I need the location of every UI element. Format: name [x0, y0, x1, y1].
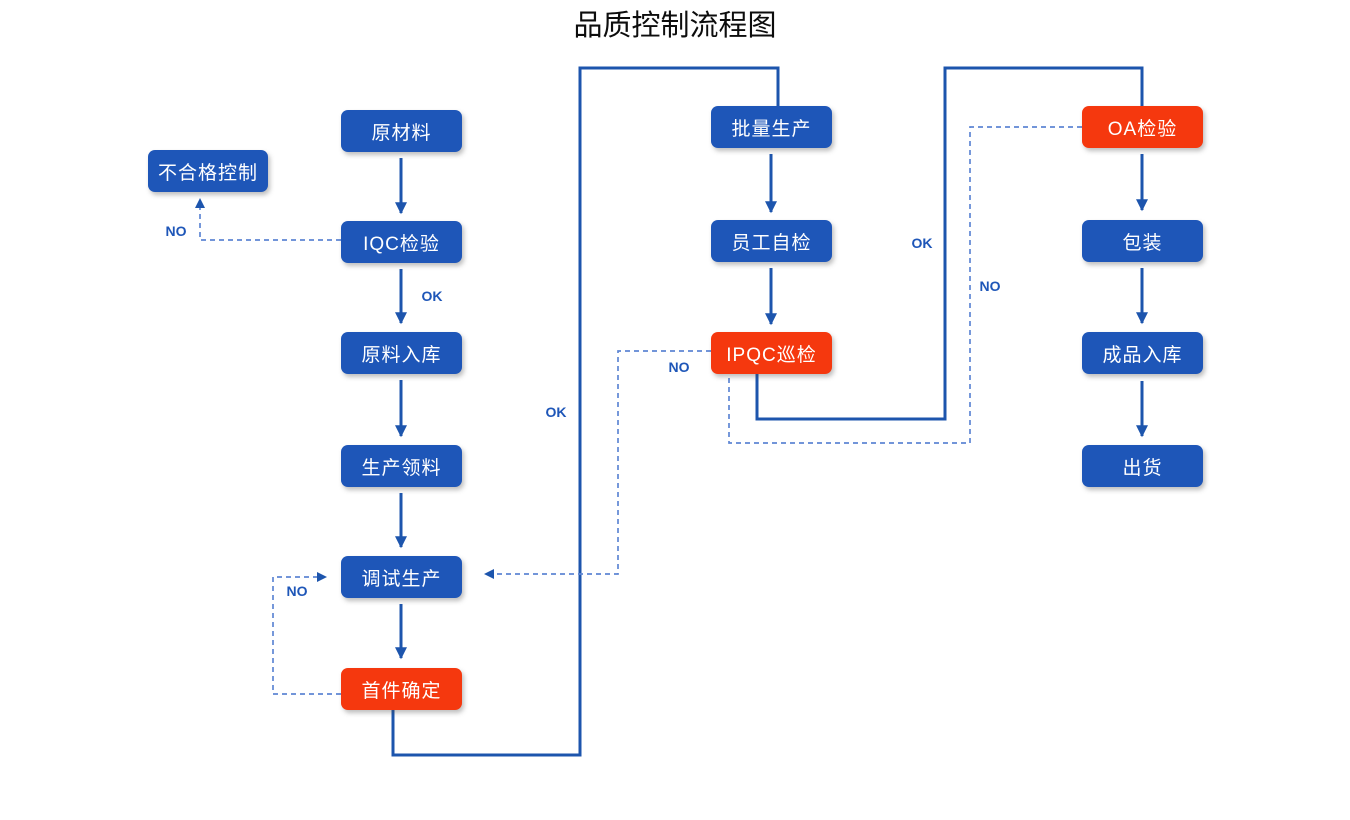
node-material-request: 生产领料: [341, 445, 462, 487]
node-raw-warehouse: 原料入库: [341, 332, 462, 374]
edge-label-oa-no: NO: [979, 278, 1001, 294]
dashed-ipqc-no-to-debug: [484, 350, 711, 579]
connector-first-article-ok-to-batch: [391, 66, 780, 757]
node-shipment: 出货: [1082, 445, 1203, 487]
dashed-first-article-no-to-debug: [272, 572, 341, 695]
node-finished-warehouse: 成品入库: [1082, 332, 1203, 374]
edge-label-iqc-ok: OK: [421, 288, 443, 304]
node-iqc-inspection: IQC检验: [341, 221, 462, 263]
edge-label-ipqc-no: NO: [668, 359, 690, 375]
connector-ipqc-ok-to-oa: [755, 66, 1144, 421]
node-nonconforming-control: 不合格控制: [148, 150, 268, 192]
node-debug-production: 调试生产: [341, 556, 462, 598]
edge-label-first-article-no: NO: [286, 583, 308, 599]
node-oa-inspection: OA检验: [1082, 106, 1203, 148]
node-batch-production: 批量生产: [711, 106, 832, 148]
edge-label-iqc-no: NO: [165, 223, 187, 239]
node-ipqc-patrol: IPQC巡检: [711, 332, 832, 374]
node-packing: 包装: [1082, 220, 1203, 262]
node-first-article: 首件确定: [341, 668, 462, 710]
dashed-iqc-no-to-nonconforming: [195, 198, 341, 241]
edge-label-ipqc-ok: OK: [911, 235, 933, 251]
diagram-title: 品质控制流程图: [573, 10, 777, 42]
node-raw-material: 原材料: [341, 110, 462, 152]
edge-label-first-article-ok: OK: [545, 404, 567, 420]
dashed-oa-no-to-ipqc: [728, 126, 1082, 444]
node-self-inspection: 员工自检: [711, 220, 832, 262]
